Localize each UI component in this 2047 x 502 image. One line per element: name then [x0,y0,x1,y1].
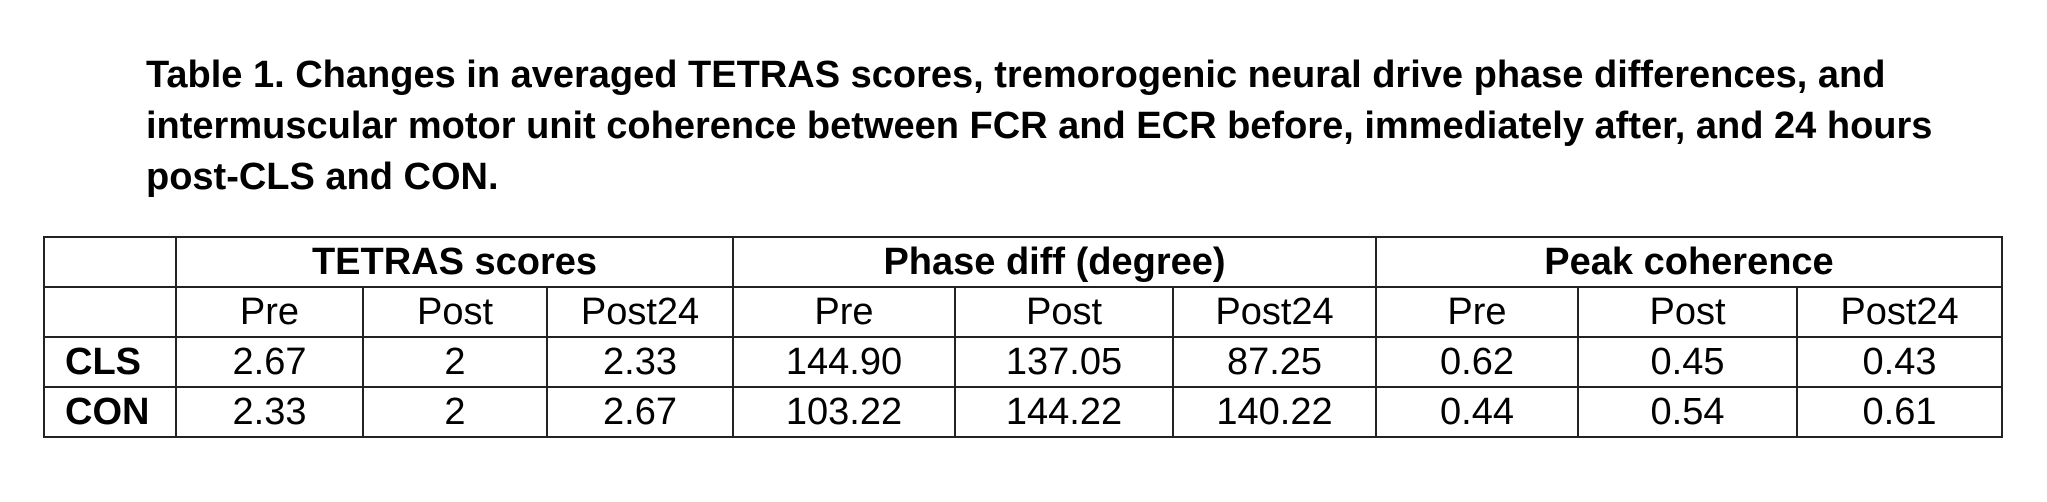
table-row-con: CON 2.33 2 2.67 103.22 144.22 140.22 0.4… [43,386,2003,438]
table-cell: 2.67 [175,336,364,388]
table-cell: 2 [362,386,548,438]
table-cell: 144.90 [732,336,956,388]
table-cell: 2.33 [175,386,364,438]
subheader: Pre [175,286,364,338]
subheader: Pre [732,286,956,338]
subheader: Post [362,286,548,338]
empty-cell [43,236,177,288]
group-header-row: TETRAS scores Phase diff (degree) Peak c… [43,236,2003,288]
subheader: Post24 [1796,286,2003,338]
table-row-cls: CLS 2.67 2 2.33 144.90 137.05 87.25 0.62… [43,336,2003,388]
table-cell: 0.44 [1375,386,1579,438]
group-header-phase: Phase diff (degree) [732,236,1377,288]
subheader-row: Pre Post Post24 Pre Post Post24 Pre Post… [43,286,2003,338]
row-label: CON [43,386,177,438]
subheader: Post [1577,286,1798,338]
table-cell: 144.22 [954,386,1174,438]
table-cell: 2.33 [546,336,734,388]
group-header-coherence: Peak coherence [1375,236,2003,288]
subheader: Post24 [546,286,734,338]
table-cell: 2.67 [546,386,734,438]
table-cell: 0.45 [1577,336,1798,388]
subheader: Post [954,286,1174,338]
table-cell: 140.22 [1172,386,1377,438]
table-cell: 0.62 [1375,336,1579,388]
table-cell: 87.25 [1172,336,1377,388]
group-header-tetras: TETRAS scores [175,236,734,288]
table-cell: 2 [362,336,548,388]
table-caption: Table 1. Changes in averaged TETRAS scor… [146,54,1933,198]
table-cell: 0.54 [1577,386,1798,438]
subheader: Pre [1375,286,1579,338]
empty-cell [43,286,177,338]
table-cell: 0.43 [1796,336,2003,388]
table-cell: 137.05 [954,336,1174,388]
table-cell: 103.22 [732,386,956,438]
results-table: TETRAS scores Phase diff (degree) Peak c… [43,236,2003,438]
table-cell: 0.61 [1796,386,2003,438]
row-label: CLS [43,336,177,388]
subheader: Post24 [1172,286,1377,338]
